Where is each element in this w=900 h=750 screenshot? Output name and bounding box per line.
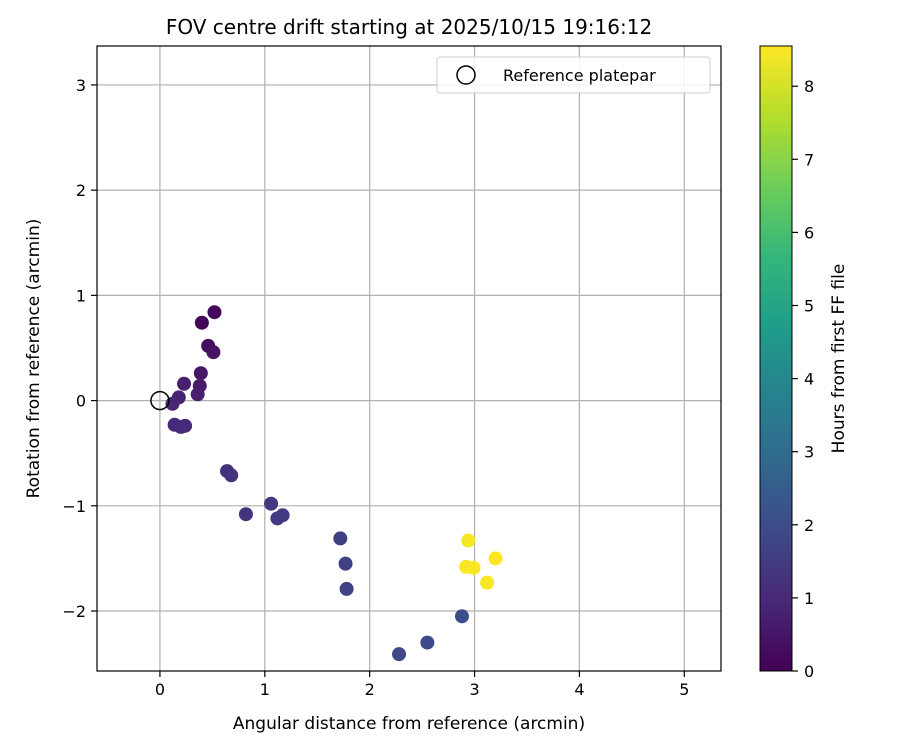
x-tick-label: 2 [365,680,375,699]
y-tick-label: 2 [76,181,86,200]
scatter-point [177,376,192,391]
colorbar-tick-label: 6 [804,223,814,242]
colorbar-tick-label: 5 [804,297,814,316]
scatter-point [454,609,469,624]
scatter-point [333,531,348,546]
y-axis-label: Rotation from reference (arcmin) [24,219,44,499]
plot-frame [96,45,722,672]
colorbar-label: Hours from first FF file [829,264,849,454]
legend-marker-circle [456,65,476,85]
colorbar-gradient [759,45,793,672]
scatter-point [193,366,208,381]
x-tick-label: 5 [679,680,689,699]
scatter-point [488,551,503,566]
x-axis-label: Angular distance from reference (arcmin) [233,714,585,734]
scatter-point [420,635,435,650]
colorbar-ticks: 0 1 2 3 4 5 6 7 8 [792,77,814,681]
colorbar-tick-label: 0 [804,662,814,681]
colorbar-tick-label: 1 [804,589,814,608]
scatter-point [466,560,481,575]
y-tick-label: 0 [76,392,86,411]
y-tick-label: 1 [76,286,86,305]
data-points [165,305,503,662]
scatter-point [275,508,290,523]
y-tick-label: −1 [62,497,86,516]
scatter-point [392,647,407,662]
y-axis-ticks: −2 −1 0 1 2 3 [62,76,97,621]
x-tick-label: 3 [469,680,479,699]
legend-box [436,56,711,94]
x-tick-label: 4 [574,680,584,699]
scatter-point [338,556,353,571]
scatter-point [339,581,354,596]
x-tick-label: 0 [155,680,165,699]
scatter-point [190,387,205,402]
scatter-point [461,533,476,548]
x-axis-ticks: 0 1 2 3 4 5 [155,671,689,699]
legend-label: Reference platepar [503,66,656,85]
colorbar-tick-label: 3 [804,443,814,462]
scatter-point [206,345,221,360]
colorbar-tick-label: 2 [804,516,814,535]
scatter-point [238,507,253,522]
x-tick-label: 1 [260,680,270,699]
y-tick-label: −2 [62,602,86,621]
scatter-point [224,468,239,483]
grid-lines [97,46,721,671]
scatter-point [178,418,193,433]
y-tick-label: 3 [76,76,86,95]
scatter-point [207,305,222,320]
scatter-point [264,496,279,511]
colorbar: 0 1 2 3 4 5 6 7 8 Hours from first FF file [759,45,849,681]
legend: Reference platepar [436,56,711,94]
colorbar-tick-label: 7 [804,150,814,169]
reference-point [150,390,170,411]
chart-title: FOV centre drift starting at 2025/10/15 … [166,15,652,39]
colorbar-tick-label: 4 [804,370,814,389]
scatter-point [480,575,495,590]
colorbar-tick-label: 8 [804,77,814,96]
scatter-point [194,315,209,330]
